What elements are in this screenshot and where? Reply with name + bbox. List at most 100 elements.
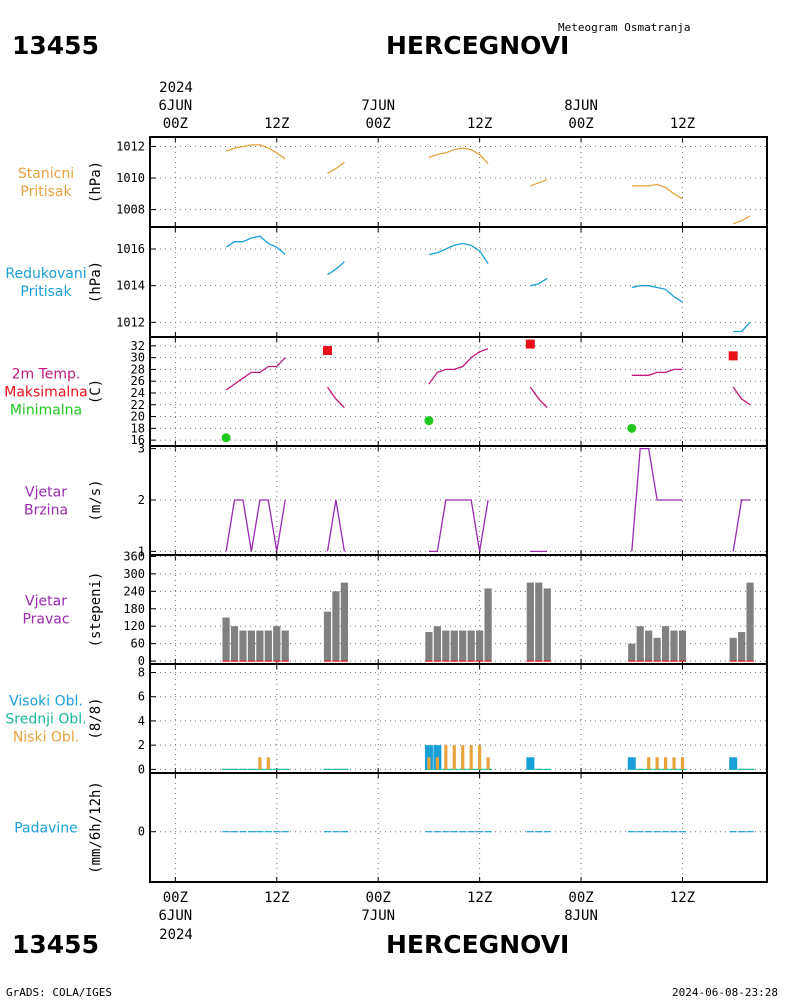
precip-bar [476,831,484,833]
precip-bar [459,831,467,833]
wind-direction-bar [450,630,458,662]
precip-bar [670,831,678,833]
wind-direction-bar [670,630,678,662]
precip-bar [746,831,754,833]
precip-bar [256,831,264,833]
wind-direction-bar [476,630,484,662]
precip-bar [535,831,543,833]
cloud-low-bar [435,757,439,770]
cloud-low-bar [444,745,448,770]
wind-direction-bar [433,626,441,662]
precip-bar [442,831,450,833]
cloud-low-bar [478,745,482,770]
panel-frame [149,663,768,774]
wind-direction-bar [247,630,256,662]
y-tick-label: 6 [138,690,145,704]
y-tick-label: 26 [131,374,145,388]
time-tick-label-top: 12Z [264,116,289,132]
y-tick-label: 0 [138,762,145,776]
time-tick-label-bottom: 12Z [467,890,492,906]
panel-frame [149,336,768,447]
series-line [327,161,345,174]
panel-frame [149,772,768,883]
station-id-bottom: 13455 [12,930,99,959]
precip-bar [653,831,661,833]
y-axis-label: (stepeni) [88,572,104,648]
y-tick-label: 8 [138,665,145,679]
wind-direction-bar [543,588,551,662]
series-line [732,386,751,406]
wind-direction-bar [239,630,247,662]
precip-bar [247,831,256,833]
y-tick-label: 32 [131,339,145,353]
y-tick-label: 0 [138,825,145,839]
series-line [530,277,548,287]
wind-direction-bar [746,582,754,662]
wind-direction-bar [653,637,661,662]
series-line [225,235,286,255]
cloud-high-bar [526,757,535,770]
time-tick-label-top: 00Z [366,116,391,132]
series-line [326,386,345,409]
cloud-high-bar [627,757,636,770]
time-tick-label-bottom: 00Z [163,890,188,906]
y-axis-label: (8/8) [88,697,104,739]
precip-bar [239,831,247,833]
time-date-label-bottom: 6JUN [158,908,192,924]
precip-bar [273,831,281,833]
time-tick-label-top: 12Z [670,116,695,132]
side-label: Redukovani [5,266,86,282]
tmin-marker [424,416,434,426]
series-line [225,144,286,160]
precip-bar [738,831,746,833]
y-tick-label: 3 [138,442,145,456]
side-label: Pritisak [20,284,72,300]
footer-timestamp: 2024-06-08-23:28 [672,986,778,999]
precip-bar [222,831,230,833]
time-tick-label-top: 12Z [467,116,492,132]
time-date-label-bottom: 8JUN [564,908,598,924]
y-axis-label: (hPa) [88,261,104,303]
wind-direction-bar [340,582,348,662]
time-tick-label-bottom: 00Z [568,890,593,906]
panel-cloud-cover: 0 2 4 6 8 (8/8) Visoki Obl. Srednji Obl. Niski O… [5,663,768,776]
y-tick-label: 240 [123,584,145,598]
wind-direction-bar [661,626,670,662]
cloud-low-bar [647,757,651,770]
tmin-marker [627,423,637,433]
wind-direction-bar [264,630,272,662]
wind-direction-bar [535,582,543,662]
precip-bar [467,831,475,833]
wind-direction-bar [222,617,230,662]
wind-direction-bar [332,591,340,662]
side-label: Srednji Obl. [5,712,86,728]
series-line [631,447,683,552]
side-label: Stanicni [18,166,74,182]
precip-bar [340,831,348,833]
wind-direction-bar [323,611,332,662]
y-tick-label: 2 [138,738,145,752]
precip-bar [628,831,636,833]
panel-frame [149,136,768,228]
series-line [428,242,489,265]
cloud-low-bar [663,757,668,770]
cloud-low-bar [486,757,490,770]
side-label: Pritisak [20,184,72,200]
y-tick-label: 1016 [116,242,145,256]
wind-direction-bar [467,630,475,662]
y-tick-label: 1008 [116,203,145,217]
precip-bar [729,831,737,833]
y-axis-label: (hPa) [88,161,104,203]
y-tick-label: 300 [123,567,145,581]
cloud-low-bar [680,757,685,770]
panel-wind-direction: 0 60 120 180 240 300 360 (stepeni) Vjetar Pravac [22,549,768,668]
time-tick-label-bottom: 00Z [366,890,391,906]
time-tick-label-bottom: 12Z [670,890,695,906]
cloud-low-bar [461,745,465,770]
precip-bar [636,831,644,833]
series-line [530,178,548,187]
wind-direction-bar [273,626,281,662]
precip-bar [433,831,441,833]
precip-bar [543,831,551,833]
